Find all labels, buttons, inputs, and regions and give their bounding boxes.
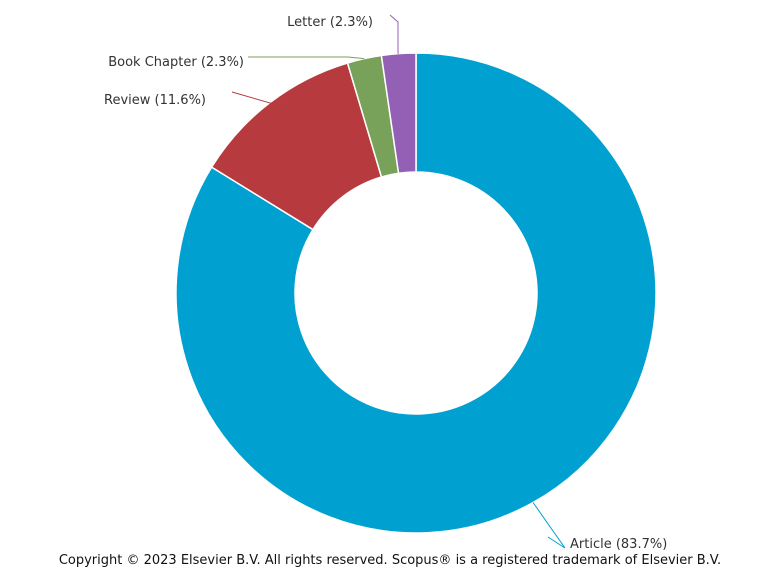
leader-line-book-chapter [248, 56, 365, 60]
label-article: Article (83.7%) [570, 537, 667, 552]
donut-slices [175, 52, 657, 534]
slice-labels: Article (83.7%) Review (11.6%) Book Chapte… [104, 15, 667, 552]
label-book-chapter: Book Chapter (2.3%) [108, 55, 244, 70]
leader-line-letter [389, 14, 400, 54]
slice-letter [380, 52, 417, 175]
label-review: Review (11.6%) [104, 93, 206, 108]
donut-chart: Article (83.7%) Review (11.6%) Book Chapte… [104, 14, 667, 552]
leader-line-article [532, 502, 566, 549]
leader-line-review [231, 91, 271, 104]
slice-article [175, 52, 657, 534]
copyright-notice: Copyright © 2023 Elsevier B.V. All right… [58, 553, 722, 568]
label-letter: Letter (2.3%) [287, 15, 373, 30]
leader-lines [231, 14, 566, 549]
